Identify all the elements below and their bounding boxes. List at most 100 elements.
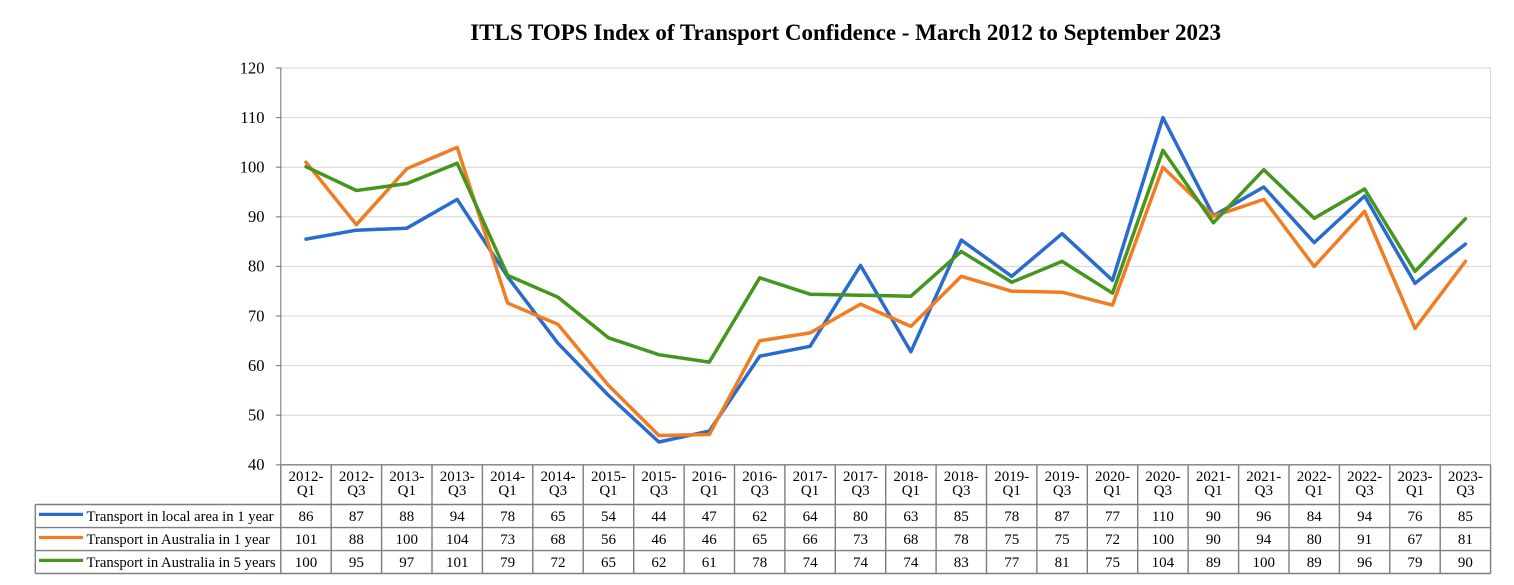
- svg-text:Q1: Q1: [1305, 483, 1323, 499]
- svg-text:76: 76: [1408, 509, 1424, 525]
- svg-text:72: 72: [551, 555, 566, 571]
- svg-text:101: 101: [446, 555, 469, 571]
- svg-text:89: 89: [1206, 555, 1221, 571]
- svg-text:Q3: Q3: [1255, 483, 1273, 499]
- svg-text:81: 81: [1458, 532, 1473, 548]
- svg-text:68: 68: [551, 532, 566, 548]
- svg-text:Transport in Australia in 1 ye: Transport in Australia in 1 year: [87, 532, 271, 548]
- svg-text:75: 75: [1004, 532, 1019, 548]
- svg-text:100: 100: [240, 158, 265, 177]
- svg-text:2018-: 2018-: [893, 469, 928, 485]
- svg-text:46: 46: [651, 532, 667, 548]
- svg-text:104: 104: [446, 532, 469, 548]
- svg-text:2014-: 2014-: [541, 469, 576, 485]
- svg-text:Q1: Q1: [1003, 483, 1021, 499]
- svg-text:96: 96: [1357, 555, 1373, 571]
- svg-text:67: 67: [1408, 532, 1424, 548]
- svg-text:Q3: Q3: [1053, 483, 1071, 499]
- svg-text:74: 74: [803, 555, 819, 571]
- svg-text:62: 62: [651, 555, 666, 571]
- svg-text:97: 97: [399, 555, 415, 571]
- svg-text:73: 73: [500, 532, 515, 548]
- svg-text:90: 90: [1206, 509, 1221, 525]
- svg-text:40: 40: [248, 455, 265, 474]
- svg-text:Q1: Q1: [1103, 483, 1121, 499]
- svg-text:63: 63: [903, 509, 918, 525]
- svg-text:65: 65: [601, 555, 616, 571]
- svg-text:78: 78: [752, 555, 767, 571]
- svg-text:79: 79: [1408, 555, 1423, 571]
- svg-text:94: 94: [450, 509, 466, 525]
- svg-text:2012-: 2012-: [339, 469, 374, 485]
- svg-text:Transport in local area in 1 y: Transport in local area in 1 year: [87, 509, 274, 525]
- svg-text:96: 96: [1256, 509, 1272, 525]
- svg-text:75: 75: [1055, 532, 1070, 548]
- svg-text:Transport in Australia in 5 ye: Transport in Australia in 5 years: [87, 555, 276, 571]
- svg-text:Q1: Q1: [1204, 483, 1222, 499]
- svg-text:Q3: Q3: [952, 483, 970, 499]
- svg-text:Q1: Q1: [1406, 483, 1424, 499]
- svg-text:100: 100: [295, 555, 318, 571]
- svg-text:2022-: 2022-: [1297, 469, 1332, 485]
- svg-text:120: 120: [240, 58, 265, 77]
- svg-text:78: 78: [1004, 509, 1019, 525]
- svg-text:101: 101: [295, 532, 318, 548]
- svg-text:2012-: 2012-: [289, 469, 324, 485]
- svg-text:86: 86: [299, 509, 315, 525]
- svg-text:87: 87: [1055, 509, 1071, 525]
- svg-text:Q1: Q1: [599, 483, 617, 499]
- svg-text:73: 73: [853, 532, 868, 548]
- svg-text:2020-: 2020-: [1095, 469, 1130, 485]
- svg-text:Q3: Q3: [751, 483, 769, 499]
- svg-text:2016-: 2016-: [742, 469, 777, 485]
- svg-text:100: 100: [1152, 532, 1175, 548]
- svg-text:2018-: 2018-: [944, 469, 979, 485]
- svg-text:2013-: 2013-: [389, 469, 424, 485]
- svg-text:78: 78: [954, 532, 969, 548]
- svg-text:61: 61: [702, 555, 717, 571]
- svg-text:Q3: Q3: [851, 483, 869, 499]
- svg-text:Q1: Q1: [801, 483, 819, 499]
- svg-text:91: 91: [1357, 532, 1372, 548]
- svg-text:2015-: 2015-: [641, 469, 676, 485]
- svg-text:2019-: 2019-: [1045, 469, 1080, 485]
- svg-text:75: 75: [1105, 555, 1120, 571]
- svg-text:Q3: Q3: [448, 483, 466, 499]
- svg-text:47: 47: [702, 509, 718, 525]
- svg-text:68: 68: [903, 532, 918, 548]
- svg-text:70: 70: [248, 306, 265, 325]
- svg-text:77: 77: [1105, 509, 1121, 525]
- svg-text:Q3: Q3: [650, 483, 668, 499]
- svg-text:Q1: Q1: [398, 483, 416, 499]
- svg-text:89: 89: [1307, 555, 1322, 571]
- svg-text:85: 85: [954, 509, 969, 525]
- svg-text:Q3: Q3: [1154, 483, 1172, 499]
- svg-text:74: 74: [853, 555, 869, 571]
- svg-text:Q1: Q1: [902, 483, 920, 499]
- svg-text:65: 65: [752, 532, 767, 548]
- svg-text:100: 100: [396, 532, 419, 548]
- svg-text:Q1: Q1: [498, 483, 516, 499]
- svg-text:87: 87: [349, 509, 365, 525]
- svg-text:Q3: Q3: [549, 483, 567, 499]
- svg-text:2017-: 2017-: [843, 469, 878, 485]
- svg-text:2023-: 2023-: [1448, 469, 1483, 485]
- svg-text:54: 54: [601, 509, 617, 525]
- svg-text:2015-: 2015-: [591, 469, 626, 485]
- svg-text:84: 84: [1307, 509, 1323, 525]
- svg-text:72: 72: [1105, 532, 1120, 548]
- svg-text:90: 90: [248, 207, 265, 226]
- svg-text:44: 44: [651, 509, 667, 525]
- svg-text:62: 62: [752, 509, 767, 525]
- svg-text:Q3: Q3: [1355, 483, 1373, 499]
- svg-text:85: 85: [1458, 509, 1473, 525]
- svg-text:Q1: Q1: [700, 483, 718, 499]
- svg-text:2020-: 2020-: [1145, 469, 1180, 485]
- svg-text:2019-: 2019-: [994, 469, 1029, 485]
- svg-text:74: 74: [903, 555, 919, 571]
- svg-text:88: 88: [399, 509, 414, 525]
- svg-text:78: 78: [500, 509, 515, 525]
- svg-text:Q3: Q3: [1456, 483, 1474, 499]
- svg-text:2014-: 2014-: [490, 469, 525, 485]
- svg-text:90: 90: [1458, 555, 1473, 571]
